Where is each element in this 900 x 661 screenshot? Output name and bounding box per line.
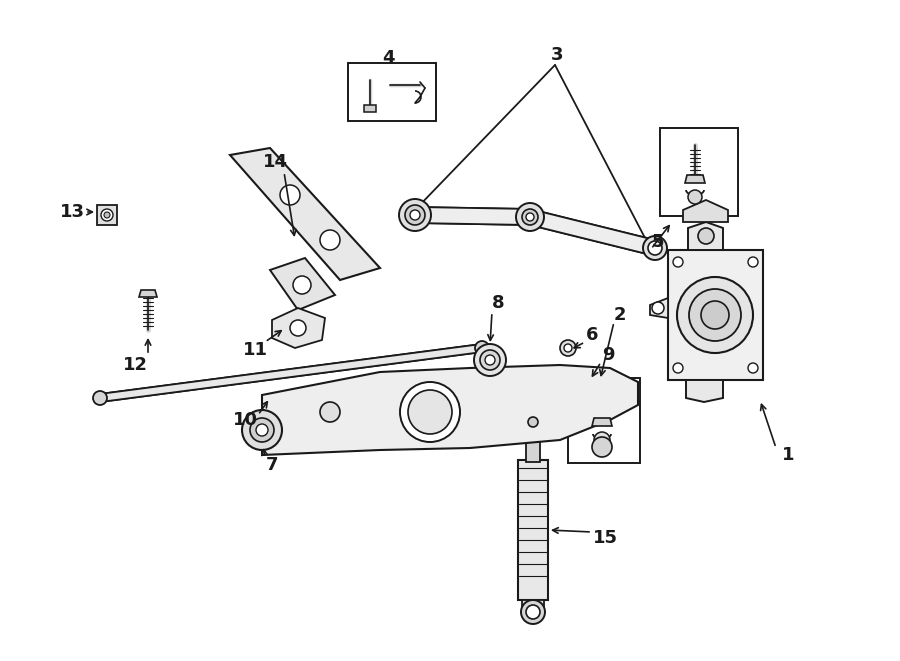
- Circle shape: [688, 190, 702, 204]
- Circle shape: [689, 289, 741, 341]
- Circle shape: [405, 205, 425, 225]
- Polygon shape: [272, 308, 325, 348]
- Circle shape: [594, 432, 610, 448]
- Text: 5: 5: [652, 233, 664, 251]
- Circle shape: [245, 415, 279, 449]
- Circle shape: [257, 427, 267, 437]
- Polygon shape: [683, 200, 728, 222]
- Circle shape: [748, 257, 758, 267]
- Text: 13: 13: [59, 203, 85, 221]
- Circle shape: [320, 402, 340, 422]
- Circle shape: [560, 340, 576, 356]
- Bar: [518, 460, 548, 600]
- Text: 8: 8: [491, 294, 504, 312]
- Bar: [660, 128, 738, 216]
- Polygon shape: [688, 222, 723, 250]
- Polygon shape: [415, 207, 655, 256]
- Circle shape: [400, 382, 460, 442]
- Text: 9: 9: [602, 346, 614, 364]
- Text: 12: 12: [122, 356, 148, 374]
- Circle shape: [522, 209, 538, 225]
- Text: 11: 11: [242, 341, 267, 359]
- Circle shape: [526, 213, 534, 221]
- Circle shape: [290, 320, 306, 336]
- Text: 2: 2: [614, 306, 626, 324]
- Circle shape: [408, 390, 452, 434]
- Circle shape: [698, 228, 714, 244]
- Polygon shape: [262, 365, 638, 455]
- Circle shape: [399, 199, 431, 231]
- Circle shape: [251, 421, 273, 443]
- Circle shape: [643, 236, 667, 260]
- Polygon shape: [650, 298, 668, 318]
- Circle shape: [564, 344, 572, 352]
- Circle shape: [485, 355, 495, 365]
- Circle shape: [293, 276, 311, 294]
- Polygon shape: [270, 258, 335, 310]
- Polygon shape: [139, 290, 157, 297]
- Bar: [522, 600, 544, 614]
- Text: 1: 1: [782, 446, 794, 464]
- Circle shape: [410, 210, 420, 220]
- Circle shape: [648, 241, 662, 255]
- Circle shape: [101, 209, 113, 221]
- Bar: [568, 378, 640, 463]
- Circle shape: [526, 605, 540, 619]
- Circle shape: [475, 341, 489, 355]
- Polygon shape: [592, 418, 612, 426]
- Bar: [522, 425, 544, 432]
- Circle shape: [528, 417, 538, 427]
- Bar: [97, 205, 117, 225]
- Circle shape: [280, 185, 300, 205]
- Circle shape: [652, 302, 664, 314]
- Text: 3: 3: [551, 46, 563, 64]
- Circle shape: [748, 363, 758, 373]
- Bar: [348, 63, 436, 121]
- Circle shape: [320, 230, 340, 250]
- Circle shape: [673, 257, 683, 267]
- Circle shape: [673, 363, 683, 373]
- Polygon shape: [668, 250, 763, 380]
- Circle shape: [677, 277, 753, 353]
- Circle shape: [256, 424, 268, 436]
- Bar: [526, 430, 540, 462]
- Circle shape: [521, 600, 545, 624]
- Polygon shape: [686, 380, 723, 402]
- Text: 7: 7: [266, 456, 278, 474]
- Circle shape: [516, 203, 544, 231]
- Circle shape: [104, 212, 110, 218]
- Text: 6: 6: [586, 326, 598, 344]
- Circle shape: [474, 344, 506, 376]
- Text: 10: 10: [232, 411, 257, 429]
- Polygon shape: [100, 344, 482, 402]
- Circle shape: [592, 437, 612, 457]
- Text: 4: 4: [382, 49, 394, 67]
- Circle shape: [701, 301, 729, 329]
- Bar: [364, 105, 376, 112]
- Circle shape: [480, 350, 500, 370]
- Polygon shape: [685, 175, 705, 183]
- Text: 15: 15: [592, 529, 617, 547]
- Circle shape: [250, 418, 274, 442]
- Text: 14: 14: [263, 153, 287, 171]
- Polygon shape: [230, 148, 380, 280]
- Circle shape: [242, 410, 282, 450]
- Circle shape: [93, 391, 107, 405]
